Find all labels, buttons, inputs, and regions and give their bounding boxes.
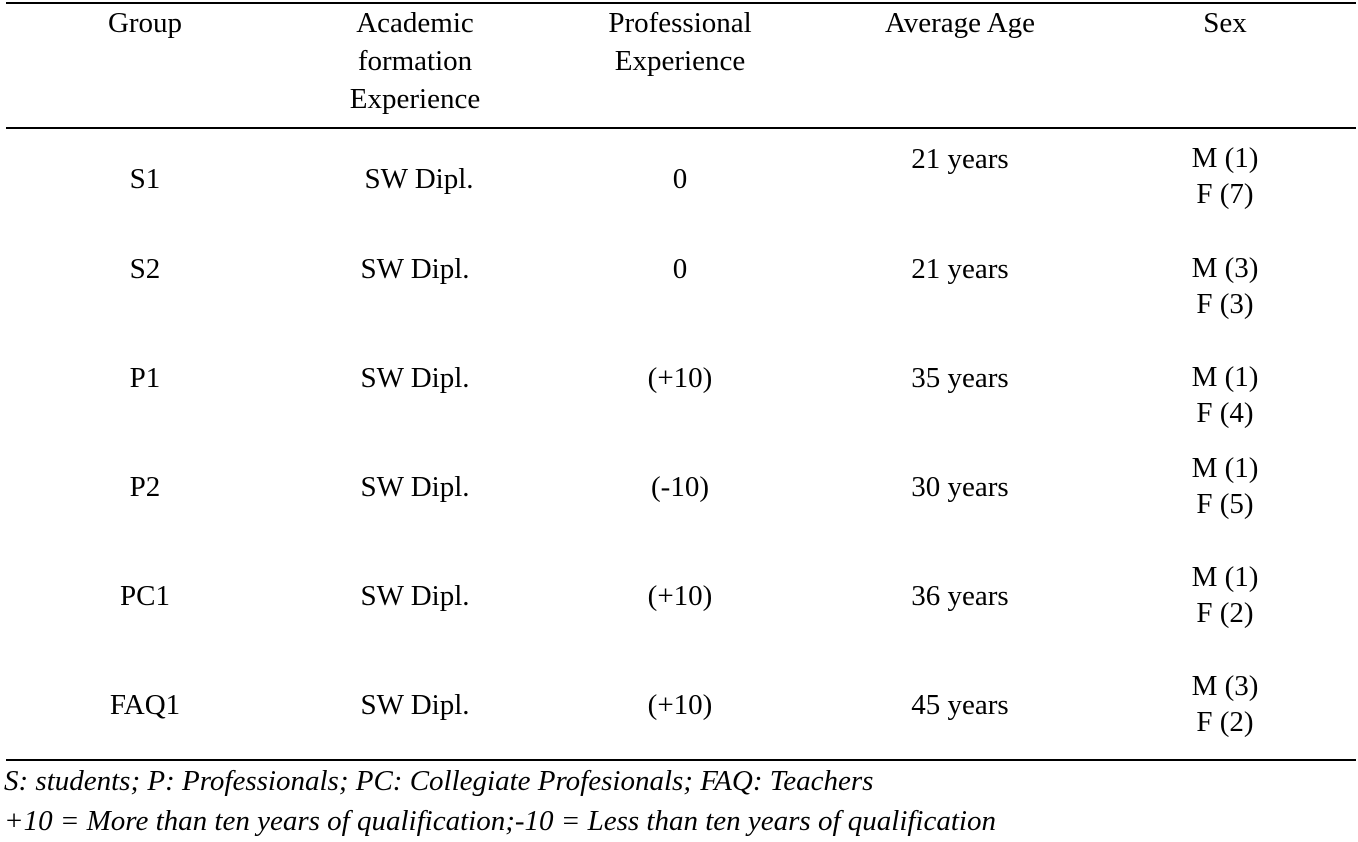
cell-academic: SW Dipl. <box>364 163 474 195</box>
header-sex: Sex <box>1203 7 1247 39</box>
cell-group: FAQ1 <box>109 689 181 721</box>
cell-academic: SW Dipl. <box>360 580 470 612</box>
header-academic-line-2: formation <box>357 45 473 77</box>
cell-sex: M (1) F (5) <box>1130 450 1320 522</box>
header-academic: Academic formation Experience <box>310 4 520 118</box>
footnote-abbreviations: S: students; P: Professionals; PC: Colle… <box>4 765 874 797</box>
cell-group: P1 <box>129 362 161 394</box>
cell-sex: M (1) F (4) <box>1130 359 1320 431</box>
cell-professional: 0 <box>672 253 688 285</box>
cell-professional: (+10) <box>647 689 713 721</box>
cell-sex: M (1) F (7) <box>1130 140 1320 212</box>
table-top-rule <box>6 2 1356 4</box>
cell-professional: (+10) <box>647 580 713 612</box>
cell-group: P2 <box>129 471 161 503</box>
cell-academic: SW Dipl. <box>360 362 470 394</box>
header-group: Group <box>107 7 183 39</box>
cell-age: 21 years <box>911 253 1009 285</box>
sex-female: F (4) <box>1196 397 1254 429</box>
header-academic-line-3: Experience <box>349 83 481 115</box>
sex-female: F (2) <box>1196 706 1254 738</box>
cell-professional: 0 <box>672 163 688 195</box>
cell-academic: SW Dipl. <box>360 471 470 503</box>
cell-age: 35 years <box>911 362 1009 394</box>
header-academic-line-1: Academic <box>356 7 474 39</box>
sex-female: F (2) <box>1196 597 1254 629</box>
sex-female: F (7) <box>1196 178 1254 210</box>
cell-group: S1 <box>129 163 161 195</box>
cell-academic: SW Dipl. <box>360 253 470 285</box>
sex-male: M (1) <box>1191 142 1259 174</box>
header-professional: Professional Experience <box>580 4 780 80</box>
cell-group: PC1 <box>120 580 170 612</box>
header-professional-line-2: Experience <box>614 45 746 77</box>
sex-female: F (5) <box>1196 488 1254 520</box>
sex-male: M (3) <box>1191 252 1259 284</box>
cell-sex: M (3) F (3) <box>1130 250 1320 322</box>
cell-age: 36 years <box>911 580 1009 612</box>
cell-professional: (+10) <box>647 362 713 394</box>
cell-group: S2 <box>129 253 161 285</box>
sex-female: F (3) <box>1196 288 1254 320</box>
sex-male: M (3) <box>1191 670 1259 702</box>
cell-age: 45 years <box>911 689 1009 721</box>
table-header-rule <box>6 127 1356 129</box>
cell-sex: M (1) F (2) <box>1130 559 1320 631</box>
cell-age: 21 years <box>911 143 1009 175</box>
header-professional-line-1: Professional <box>608 7 752 39</box>
cell-academic: SW Dipl. <box>360 689 470 721</box>
sex-male: M (1) <box>1191 361 1259 393</box>
cell-sex: M (3) F (2) <box>1130 668 1320 740</box>
sex-male: M (1) <box>1191 561 1259 593</box>
cell-professional: (-10) <box>651 471 709 503</box>
header-age: Average Age <box>884 7 1036 39</box>
cell-age: 30 years <box>911 471 1009 503</box>
footnote-experience-legend: +10 = More than ten years of qualificati… <box>4 805 996 837</box>
sex-male: M (1) <box>1191 452 1259 484</box>
table-bottom-rule <box>6 759 1356 761</box>
